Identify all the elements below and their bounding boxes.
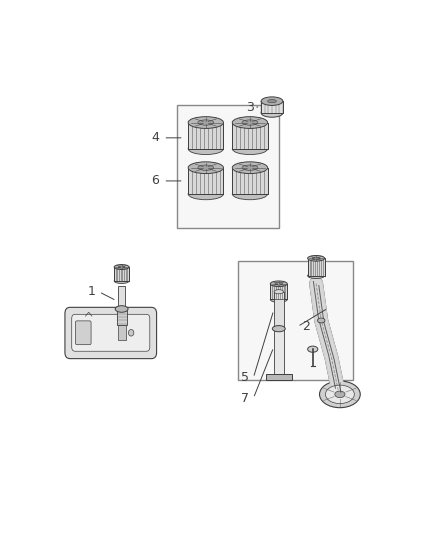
Ellipse shape — [319, 381, 360, 408]
Ellipse shape — [242, 120, 258, 125]
Text: 4: 4 — [151, 131, 159, 144]
Ellipse shape — [307, 255, 325, 261]
Text: 6: 6 — [151, 174, 159, 188]
Bar — [261, 101, 283, 113]
Ellipse shape — [270, 281, 287, 287]
FancyBboxPatch shape — [266, 374, 292, 380]
Ellipse shape — [198, 120, 214, 125]
FancyBboxPatch shape — [75, 321, 91, 345]
Bar — [274, 292, 283, 329]
Ellipse shape — [318, 318, 325, 323]
Ellipse shape — [261, 97, 283, 106]
Ellipse shape — [188, 117, 223, 128]
Ellipse shape — [188, 188, 223, 200]
Bar — [274, 329, 283, 374]
Ellipse shape — [188, 143, 223, 155]
Bar — [177, 105, 279, 228]
Text: 1: 1 — [88, 285, 96, 298]
FancyBboxPatch shape — [232, 123, 268, 149]
Ellipse shape — [232, 117, 268, 128]
Ellipse shape — [198, 165, 214, 171]
Ellipse shape — [335, 391, 345, 398]
FancyBboxPatch shape — [114, 267, 129, 281]
Ellipse shape — [307, 346, 318, 352]
Ellipse shape — [232, 162, 268, 174]
FancyBboxPatch shape — [270, 284, 287, 300]
Ellipse shape — [307, 273, 325, 279]
Ellipse shape — [188, 162, 223, 174]
Bar — [238, 261, 353, 380]
Text: 7: 7 — [241, 392, 249, 405]
FancyBboxPatch shape — [232, 168, 268, 194]
Ellipse shape — [268, 100, 276, 103]
FancyBboxPatch shape — [65, 308, 157, 359]
Ellipse shape — [118, 266, 125, 268]
Ellipse shape — [242, 165, 258, 171]
FancyBboxPatch shape — [188, 168, 223, 194]
FancyBboxPatch shape — [307, 259, 325, 276]
Ellipse shape — [312, 257, 320, 260]
Text: 2: 2 — [302, 320, 310, 333]
Bar — [117, 309, 127, 325]
Ellipse shape — [115, 306, 128, 312]
FancyBboxPatch shape — [188, 123, 223, 149]
Text: 5: 5 — [241, 372, 249, 384]
Bar — [118, 286, 125, 309]
Ellipse shape — [274, 290, 283, 294]
FancyBboxPatch shape — [72, 314, 150, 351]
Ellipse shape — [270, 297, 287, 302]
Ellipse shape — [261, 109, 283, 117]
Bar — [117, 325, 126, 340]
Ellipse shape — [114, 264, 129, 270]
Ellipse shape — [114, 279, 129, 284]
Text: 3: 3 — [246, 101, 254, 114]
Circle shape — [128, 329, 134, 336]
Ellipse shape — [232, 188, 268, 200]
Ellipse shape — [272, 326, 285, 332]
Ellipse shape — [325, 385, 354, 403]
Ellipse shape — [232, 143, 268, 155]
Ellipse shape — [275, 282, 283, 285]
